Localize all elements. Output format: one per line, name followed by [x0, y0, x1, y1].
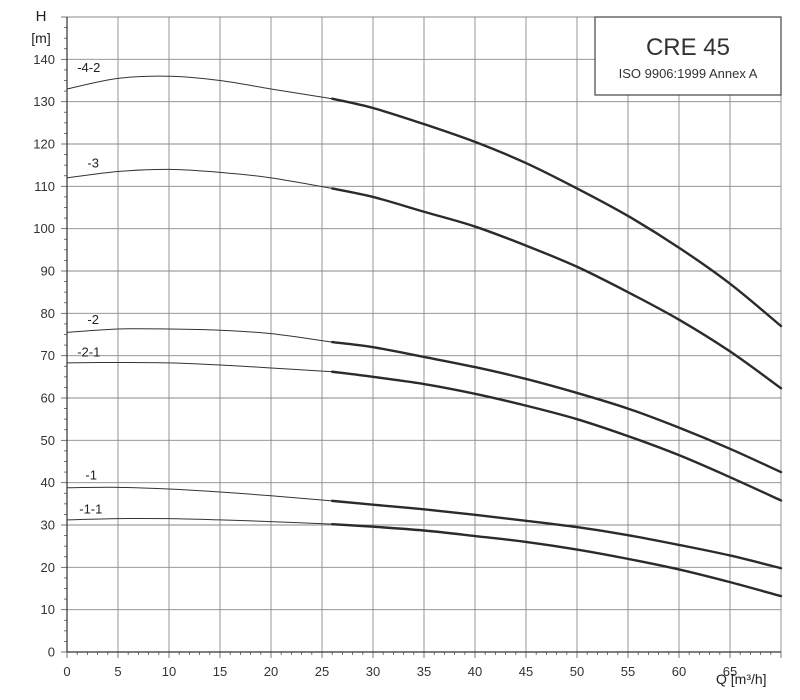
series-label: -2-1 — [77, 345, 100, 360]
x-tick-label: 15 — [213, 664, 227, 679]
x-tick-label: 65 — [723, 664, 737, 679]
grid — [67, 16, 782, 652]
axes: 0 10 20 30 40 50 60 70 80 90 100 110 120 130 140 0 5 10 15… — [33, 16, 782, 679]
series-label: -1 — [85, 467, 97, 482]
y-tick-label: 70 — [41, 348, 55, 363]
y-tick-label: 20 — [41, 560, 55, 575]
x-tick-label: 50 — [570, 664, 584, 679]
x-tick-label: 55 — [621, 664, 635, 679]
curve-1-1-thick — [331, 522, 783, 598]
series-label: -2 — [87, 312, 99, 327]
series-label: -3 — [87, 155, 99, 170]
y-tick-label: 40 — [41, 475, 55, 490]
x-tick-label: 5 — [114, 664, 121, 679]
x-tick-label: 0 — [63, 664, 70, 679]
y-axis-unit: [m] — [31, 30, 50, 46]
y-tick-label: 0 — [48, 645, 55, 660]
x-axis-label: Q [m³/h] — [716, 671, 767, 687]
series-label: -4-2 — [77, 60, 100, 75]
series-label: -1-1 — [79, 502, 102, 517]
x-tick-label: 35 — [417, 664, 431, 679]
curve-4-2-thin — [66, 75, 333, 100]
curve-2-1-thick — [331, 370, 783, 502]
x-tick-label: 60 — [672, 664, 686, 679]
x-tick-label: 40 — [468, 664, 482, 679]
curve-2-thick — [331, 340, 783, 474]
curves — [66, 75, 783, 598]
x-tick-label: 20 — [264, 664, 278, 679]
y-tick-label: 90 — [41, 264, 55, 279]
x-tick-label: 10 — [162, 664, 176, 679]
curve-2-1-thin — [66, 361, 333, 373]
curve-3-thin — [66, 168, 333, 189]
title-box: CRE 45 ISO 9906:1999 Annex A — [594, 16, 782, 96]
y-tick-label: 30 — [41, 518, 55, 533]
curve-1-1-thin — [66, 517, 333, 525]
y-tick-label: 110 — [34, 179, 55, 194]
x-tick-label: 25 — [315, 664, 329, 679]
curve-3-thick — [331, 187, 783, 390]
y-tick-label: 120 — [33, 137, 55, 152]
y-tick-label: 60 — [41, 391, 55, 406]
curve-1-thin — [66, 486, 333, 502]
chart-title: CRE 45 — [646, 34, 730, 61]
y-tick-label: 130 — [33, 94, 55, 109]
y-tick-label: 140 — [33, 52, 55, 67]
labels: -4-2-3-2-2-1-1-1-1 — [77, 60, 102, 517]
curve-4-2-thick — [331, 97, 783, 328]
y-tick-label: 100 — [33, 221, 55, 236]
y-tick-label: 50 — [41, 433, 55, 448]
x-tick-label: 45 — [519, 664, 533, 679]
curve-1-thick — [331, 499, 783, 570]
title-box-frame — [594, 16, 782, 96]
chart-subtitle: ISO 9906:1999 Annex A — [619, 66, 758, 81]
y-axis-letter: H — [36, 8, 47, 25]
x-tick-label: 30 — [366, 664, 380, 679]
y-tick-label: 10 — [41, 602, 55, 617]
curve-2-thin — [66, 328, 333, 343]
y-tick-label: 80 — [41, 306, 55, 321]
